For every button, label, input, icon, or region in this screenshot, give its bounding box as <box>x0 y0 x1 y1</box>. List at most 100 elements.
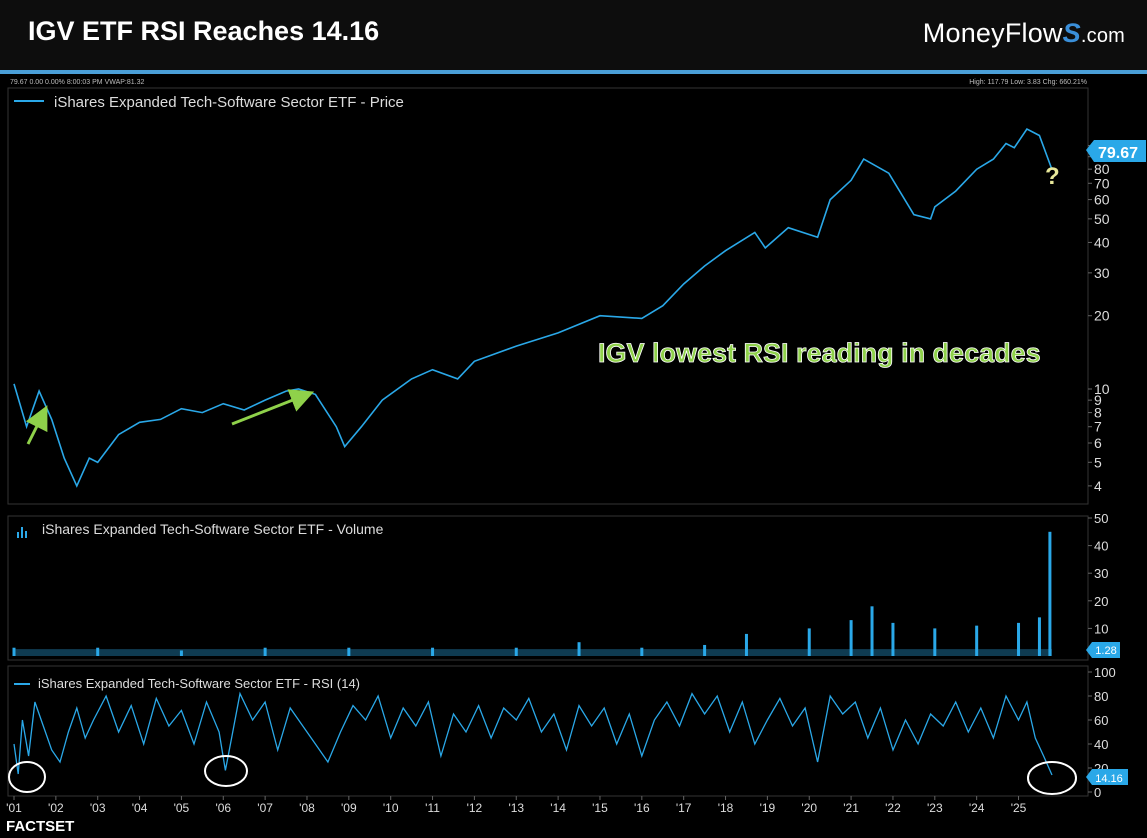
x-tick-label: '19 <box>760 801 776 815</box>
page-title: IGV ETF RSI Reaches 14.16 <box>28 16 380 46</box>
x-tick-label: '21 <box>843 801 859 815</box>
x-tick-label: '01 <box>6 801 22 815</box>
annotation-text: IGV lowest RSI reading in decades <box>598 338 1041 368</box>
rsi-tick-label: 0 <box>1094 785 1101 800</box>
x-tick-label: '17 <box>676 801 692 815</box>
volume-bar <box>96 647 100 656</box>
volume-bar <box>431 647 435 656</box>
volume-tick-label: 30 <box>1094 566 1108 581</box>
price-y-axis: 456789102030405060708090100 <box>1088 138 1118 494</box>
logo-tld: .com <box>1080 25 1125 47</box>
price-tick-label: 6 <box>1094 435 1102 451</box>
rsi-circle-2001 <box>8 761 46 793</box>
volume-bar <box>347 647 351 656</box>
price-tick-label: 20 <box>1094 308 1110 324</box>
volume-legend-icon <box>17 527 27 538</box>
price-panel <box>7 87 1089 505</box>
volume-bar <box>179 650 183 656</box>
rsi-tick-label: 60 <box>1094 713 1108 728</box>
volume-baseline-band <box>14 649 1052 656</box>
x-tick-label: '20 <box>801 801 817 815</box>
x-tick-label: '07 <box>257 801 273 815</box>
volume-bar <box>640 647 644 656</box>
price-info-left: 79.67 0.00 0.00% 8:00:03 PM VWAP:81.32 <box>10 79 144 86</box>
x-tick-label: '04 <box>132 801 148 815</box>
volume-bar <box>744 633 748 656</box>
volume-bar <box>891 622 895 656</box>
price-tick-label: 8 <box>1094 405 1102 421</box>
x-tick-label: '22 <box>885 801 901 815</box>
x-tick-label: '25 <box>1011 801 1027 815</box>
question-mark: ? <box>1045 163 1060 190</box>
volume-bar <box>263 647 267 656</box>
x-tick-label: '02 <box>48 801 64 815</box>
volume-bar <box>975 625 979 656</box>
price-last-value: 79.67 <box>1098 145 1138 162</box>
header-accent-line <box>0 70 1147 74</box>
volume-bar <box>1048 531 1052 656</box>
logo-s: S <box>1062 18 1081 48</box>
price-last-value-box: 79.67 <box>1086 140 1146 162</box>
arrow-2007 <box>231 389 315 426</box>
volume-y-axis: 10 20 30 40 50 <box>1088 511 1108 636</box>
volume-legend: iShares Expanded Tech-Software Sector ET… <box>42 521 384 537</box>
x-tick-label: '14 <box>550 801 566 815</box>
x-tick-label: '08 <box>299 801 315 815</box>
rsi-last-value-box: 14.16 <box>1086 769 1128 785</box>
price-tick-label: 40 <box>1094 234 1110 250</box>
volume-bar <box>577 642 581 656</box>
price-tick-label: 9 <box>1094 392 1102 408</box>
volume-bar <box>703 644 707 656</box>
volume-bar <box>1017 622 1021 656</box>
price-tick-label: 10 <box>1094 381 1110 397</box>
volume-bar <box>514 647 518 656</box>
price-tick-label: 50 <box>1094 211 1110 227</box>
rsi-series-line <box>13 691 1053 776</box>
volume-last-value-box: 1.28 <box>1086 642 1120 658</box>
factset-logo: FACTSET <box>6 818 75 835</box>
x-tick-label: '23 <box>927 801 943 815</box>
x-tick-label: '10 <box>383 801 399 815</box>
volume-bar <box>870 606 874 656</box>
x-tick-label: '05 <box>174 801 190 815</box>
price-info-right: High: 117.79 Low: 3.83 Chg: 660.21% <box>969 79 1087 86</box>
price-tick-label: 4 <box>1094 478 1102 494</box>
price-series-line <box>13 127 1053 488</box>
volume-tick-label: 50 <box>1094 511 1108 526</box>
x-tick-label: '24 <box>969 801 985 815</box>
x-tick-label: '16 <box>634 801 650 815</box>
rsi-tick-label: 100 <box>1094 665 1116 680</box>
x-tick-label: '09 <box>341 801 357 815</box>
arrow-2001 <box>25 405 48 445</box>
moneyflows-logo: MoneyFlowS.com <box>923 18 1125 49</box>
price-tick-label: 70 <box>1094 175 1110 191</box>
x-tick-label: '18 <box>718 801 734 815</box>
x-tick-label: '11 <box>425 801 440 815</box>
price-tick-label: 30 <box>1094 265 1110 281</box>
rsi-circle-2006 <box>204 755 248 787</box>
volume-bar <box>12 647 16 656</box>
volume-tick-label: 20 <box>1094 594 1108 609</box>
x-tick-label: '13 <box>508 801 524 815</box>
header-bar: IGV ETF RSI Reaches 14.16 MoneyFlowS.com <box>0 0 1147 70</box>
x-tick-label: '15 <box>592 801 608 815</box>
volume-tick-label: 40 <box>1094 539 1108 554</box>
logo-main: MoneyFlow <box>922 18 1063 48</box>
volume-bar <box>849 620 853 656</box>
x-tick-label: '12 <box>467 801 483 815</box>
rsi-legend: iShares Expanded Tech-Software Sector ET… <box>38 676 360 691</box>
volume-panel <box>7 515 1089 661</box>
rsi-last-value: 14.16 <box>1095 773 1123 785</box>
rsi-tick-label: 40 <box>1094 737 1108 752</box>
price-tick-label: 60 <box>1094 192 1110 208</box>
volume-tick-label: 10 <box>1094 621 1108 636</box>
volume-bars <box>12 531 1052 656</box>
x-axis: '01 '02 '03 '04 '05 '06 '07 '08 '09 '10 '11 '12 '13 '… <box>6 796 1027 815</box>
rsi-circle-2025 <box>1027 761 1077 795</box>
rsi-tick-label: 80 <box>1094 689 1108 704</box>
price-tick-label: 80 <box>1094 161 1110 177</box>
x-tick-label: '06 <box>215 801 231 815</box>
volume-bar <box>1037 617 1041 656</box>
price-legend: iShares Expanded Tech-Software Sector ET… <box>54 94 404 111</box>
